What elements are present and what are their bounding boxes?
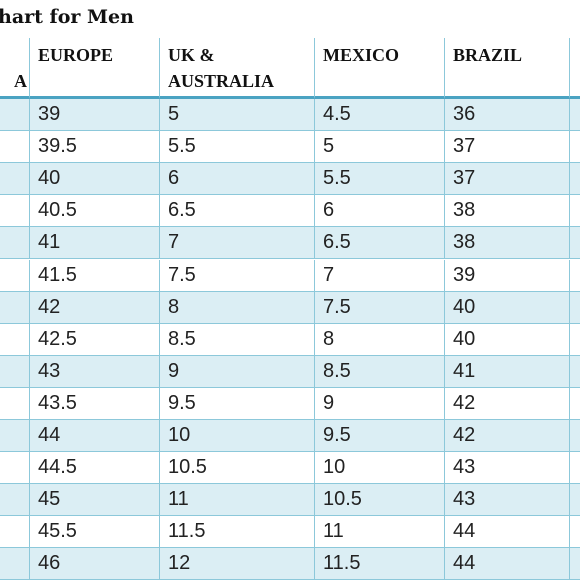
data-cell: 11.5 xyxy=(160,516,315,549)
data-cell: 7.5 xyxy=(160,259,315,292)
cropped-cell xyxy=(0,420,30,453)
data-cell: 9.5 xyxy=(160,387,315,420)
cropped-cell xyxy=(0,131,30,164)
data-cell: 41 xyxy=(445,355,570,388)
data-cell: 7 xyxy=(315,259,445,292)
cropped-cell xyxy=(570,484,580,517)
data-cell: 43.5 xyxy=(30,387,160,420)
cropped-cell xyxy=(570,131,580,164)
cropped-cell xyxy=(0,259,30,292)
cropped-cell xyxy=(0,452,30,485)
cropped-cell xyxy=(570,420,580,453)
cropped-cell xyxy=(0,484,30,517)
data-cell: 5.5 xyxy=(160,131,315,164)
data-cell: 5 xyxy=(160,99,315,132)
data-cell: 8.5 xyxy=(160,323,315,356)
data-cell: 6 xyxy=(160,163,315,196)
data-cell: 9.5 xyxy=(315,420,445,453)
cropped-cell xyxy=(0,548,30,580)
data-cell: 45.5 xyxy=(30,516,160,549)
data-cell: 43 xyxy=(445,484,570,517)
data-cell: 44 xyxy=(30,420,160,453)
data-cell: 39 xyxy=(30,99,160,132)
cropped-cell xyxy=(570,355,580,388)
cropped-cell xyxy=(0,355,30,388)
data-cell: 40 xyxy=(445,291,570,324)
header-cell xyxy=(570,38,580,99)
cropped-cell xyxy=(0,163,30,196)
cropped-cell xyxy=(570,548,580,580)
data-cell: 44 xyxy=(445,516,570,549)
data-cell: 38 xyxy=(445,195,570,228)
header-cell: UK & AUSTRALIA xyxy=(160,38,315,99)
data-cell: 44.5 xyxy=(30,452,160,485)
cropped-cell xyxy=(570,516,580,549)
data-cell: 6.5 xyxy=(160,195,315,228)
data-cell: 38 xyxy=(445,227,570,260)
data-cell: 43 xyxy=(30,355,160,388)
cropped-cell xyxy=(0,516,30,549)
cropped-cell xyxy=(0,99,30,132)
data-cell: 42 xyxy=(445,420,570,453)
cropped-cell xyxy=(570,452,580,485)
data-cell: 8.5 xyxy=(315,355,445,388)
data-cell: 43 xyxy=(445,452,570,485)
data-cell: 46 xyxy=(30,548,160,580)
cropped-cell xyxy=(570,163,580,196)
data-cell: 45 xyxy=(30,484,160,517)
cropped-cell xyxy=(0,291,30,324)
header-cell: A xyxy=(0,38,30,99)
cropped-cell xyxy=(0,227,30,260)
data-cell: 10.5 xyxy=(315,484,445,517)
cropped-cell xyxy=(570,195,580,228)
data-cell: 40 xyxy=(445,323,570,356)
cropped-cell xyxy=(0,195,30,228)
data-cell: 40.5 xyxy=(30,195,160,228)
cropped-cell xyxy=(0,387,30,420)
data-cell: 39.5 xyxy=(30,131,160,164)
data-cell: 12 xyxy=(160,548,315,580)
data-cell: 41 xyxy=(30,227,160,260)
data-cell: 11 xyxy=(315,516,445,549)
cropped-cell xyxy=(570,227,580,260)
data-cell: 42 xyxy=(30,291,160,324)
data-cell: 11.5 xyxy=(315,548,445,580)
data-cell: 37 xyxy=(445,163,570,196)
cropped-cell xyxy=(570,260,580,292)
data-cell: 39 xyxy=(445,259,570,292)
data-cell: 6.5 xyxy=(315,227,445,260)
cropped-cell xyxy=(570,388,580,420)
cropped-cell xyxy=(570,291,580,324)
data-cell: 40 xyxy=(30,163,160,196)
header-cell: BRAZIL xyxy=(445,38,570,99)
header-cell: EUROPE xyxy=(30,38,160,99)
data-cell: 5 xyxy=(315,131,445,164)
data-cell: 7.5 xyxy=(315,291,445,324)
data-cell: 42 xyxy=(445,387,570,420)
data-cell: 10 xyxy=(160,420,315,453)
data-cell: 8 xyxy=(160,291,315,324)
data-cell: 7 xyxy=(160,227,315,260)
data-cell: 10 xyxy=(315,452,445,485)
data-cell: 6 xyxy=(315,195,445,228)
data-cell: 10.5 xyxy=(160,452,315,485)
data-cell: 8 xyxy=(315,323,445,356)
data-cell: 5.5 xyxy=(315,163,445,196)
data-cell: 36 xyxy=(445,99,570,132)
data-cell: 9 xyxy=(315,387,445,420)
cropped-cell xyxy=(0,323,30,356)
data-cell: 11 xyxy=(160,484,315,517)
data-cell: 4.5 xyxy=(315,99,445,132)
cropped-cell xyxy=(570,99,580,132)
data-cell: 37 xyxy=(445,131,570,164)
data-cell: 41.5 xyxy=(30,259,160,292)
cropped-cell xyxy=(570,324,580,356)
header-cell: MEXICO xyxy=(315,38,445,99)
data-cell: 42.5 xyxy=(30,323,160,356)
data-cell: 44 xyxy=(445,548,570,580)
table-title: hart for Men xyxy=(0,6,134,28)
data-cell: 9 xyxy=(160,355,315,388)
